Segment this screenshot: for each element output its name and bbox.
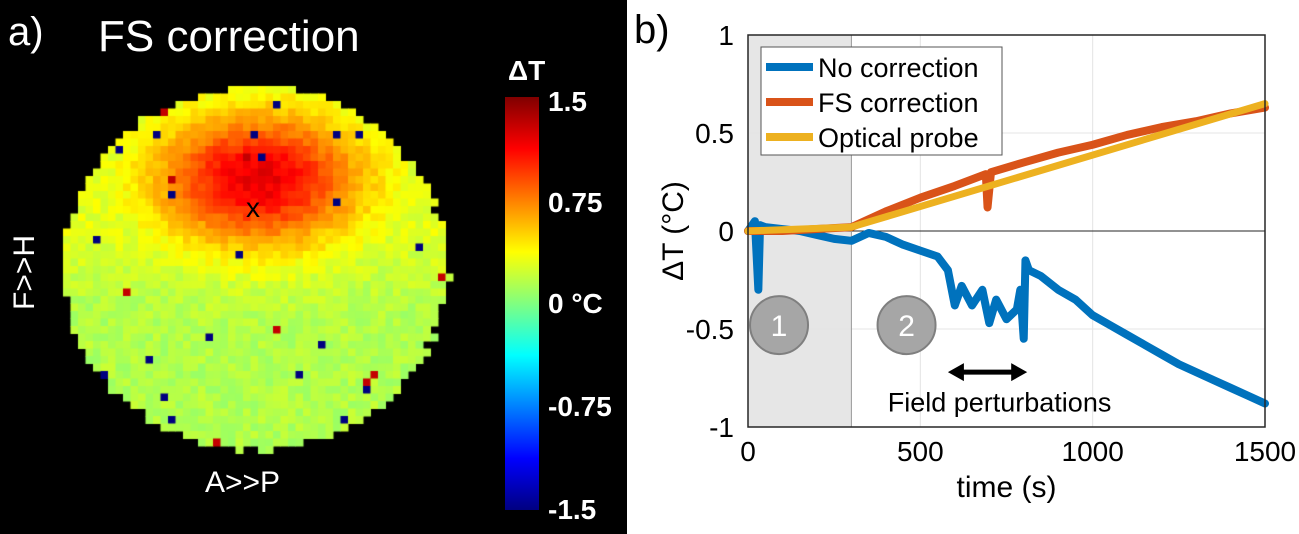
colorbar-tick: -1.5 (548, 494, 597, 525)
x-tick-label: 500 (897, 436, 944, 467)
y-tick-label: 0 (718, 216, 734, 247)
colorbar-tick: 1.5 (548, 86, 587, 117)
colorbar-tick: -0.75 (548, 391, 612, 422)
y-tick-label: 1 (718, 20, 734, 51)
legend-label: No correction (818, 53, 979, 83)
panel-a-label: a) (8, 10, 44, 54)
phase-label: 1 (771, 310, 788, 343)
panel-a-title: FS correction (98, 12, 360, 61)
colorbar-tick: 0 °C (548, 288, 603, 319)
x-tick-label: 0 (740, 436, 756, 467)
x-axis-label: A>>P (205, 466, 281, 499)
arrow-head-left (947, 363, 964, 382)
panel-a: a) FS correction x F>>H A>>P ΔT 1.5 0.75… (0, 0, 627, 534)
phase-label: 2 (898, 310, 915, 343)
hotspot-marker: x (246, 192, 260, 223)
colorbar-title: ΔT (508, 55, 546, 86)
series-line-optical-probe (744, 100, 1269, 235)
colorbar-tick: 0.75 (548, 187, 603, 218)
x-axis-label: time (s) (957, 471, 1057, 504)
plot-frame (747, 34, 1266, 428)
legend-label: Optical probe (818, 123, 979, 153)
y-axis-label: ΔT (°C) (657, 181, 690, 281)
y-tick-label: 0.5 (695, 118, 734, 149)
series-line-no-correction (744, 217, 1269, 408)
temperature-map (0, 0, 500, 534)
panel-b-label: b) (634, 8, 670, 52)
legend-label: FS correction (818, 88, 979, 118)
y-tick-label: -0.5 (686, 314, 734, 345)
arrow-head-right (1011, 363, 1028, 382)
x-tick-label: 1500 (1234, 436, 1296, 467)
phase-circle (876, 295, 937, 356)
annotation-label: Field perturbations (888, 387, 1112, 417)
colorbar (505, 97, 539, 510)
y-tick-label: -1 (709, 412, 734, 443)
phase-circle (749, 295, 810, 356)
x-tick-label: 1000 (1062, 436, 1124, 467)
